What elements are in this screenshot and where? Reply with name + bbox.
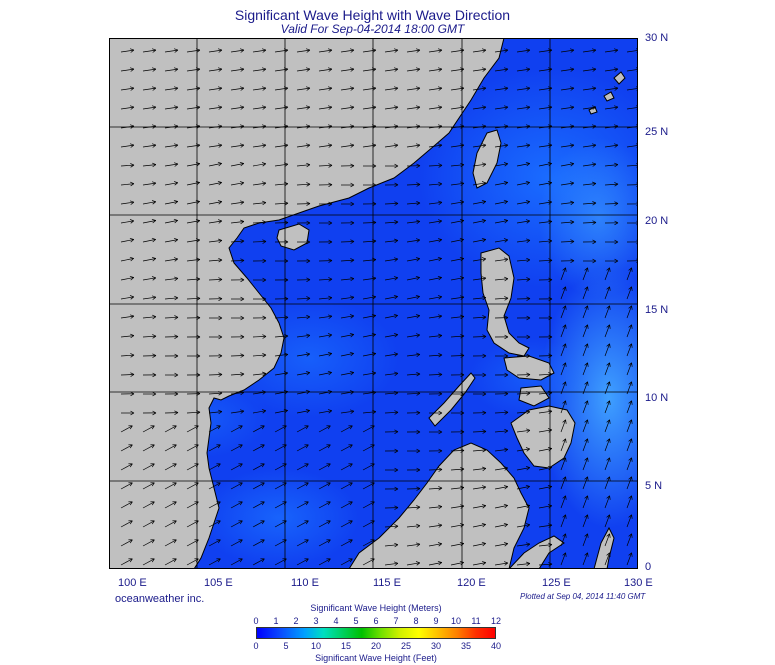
colorbar-feet-tick: 30	[430, 641, 442, 651]
lat-label-10n: 10 N	[645, 392, 669, 404]
colorbar-feet-title: Significant Wave Height (Feet)	[315, 653, 437, 663]
lon-label-120e: 120 E	[457, 577, 486, 589]
halmahera-island	[593, 526, 615, 569]
taiwan-island	[472, 129, 502, 189]
map-title: Significant Wave Height with Wave Direct…	[234, 7, 511, 23]
colorbar	[256, 627, 496, 639]
lon-label-115e: 115 E	[373, 577, 401, 589]
colorbar-meters-tick: 9	[433, 616, 439, 626]
lon-label-110e: 110 E	[291, 577, 319, 589]
colorbar-feet-tick: 10	[310, 641, 322, 651]
lon-label-100e: 100 E	[118, 577, 147, 589]
colorbar-meters-tick: 1	[273, 616, 279, 626]
lon-label-105e: 105 E	[204, 577, 233, 589]
lon-label-130e: 130 E	[624, 577, 653, 589]
lat-label-5n: 5 N	[645, 480, 663, 492]
colorbar-feet-tick: 5	[283, 641, 289, 651]
colorbar-meters-tick: 2	[293, 616, 299, 626]
lat-label-0: 0	[645, 561, 652, 573]
colorbar-meters-tick: 4	[333, 616, 339, 626]
colorbar-meters-tick: 11	[471, 616, 481, 626]
credit-text: oceanweather inc.	[115, 593, 205, 605]
lat-label-30n: 30 N	[645, 32, 669, 44]
ryukyu-islands	[588, 71, 626, 115]
lon-label-125e: 125 E	[542, 577, 571, 589]
lat-label-25n: 25 N	[645, 126, 669, 138]
colorbar-feet-tick: 20	[370, 641, 382, 651]
colorbar-feet-tick: 0	[253, 641, 259, 651]
colorbar-feet-tick: 25	[400, 641, 412, 651]
mindanao-island	[510, 405, 576, 469]
colorbar-feet-tick: 40	[490, 641, 502, 651]
colorbar-meters-tick: 10	[450, 616, 462, 626]
colorbar-meters-tick: 7	[393, 616, 399, 626]
colorbar-meters-tick: 0	[253, 616, 259, 626]
asia-mainland	[109, 38, 505, 569]
colorbar-meters-tick: 12	[490, 616, 502, 626]
colorbar-meters-title: Significant Wave Height (Meters)	[310, 603, 442, 613]
lat-label-20n: 20 N	[645, 215, 669, 227]
wave-direction-arrows	[120, 48, 638, 567]
colorbar-feet-tick: 35	[460, 641, 472, 651]
map-subtitle: Valid For Sep-04-2014 18:00 GMT	[280, 22, 465, 36]
colorbar-meters-tick: 8	[413, 616, 419, 626]
colorbar-feet-tick: 15	[340, 641, 352, 651]
colorbar-meters-tick: 5	[353, 616, 359, 626]
plotted-timestamp: Plotted at Sep 04, 2014 11:40 GMT	[520, 592, 646, 601]
colorbar-meters-tick: 6	[373, 616, 379, 626]
wave-height-map	[109, 38, 638, 569]
colorbar-meters-tick: 3	[313, 616, 319, 626]
borneo	[348, 442, 530, 569]
lat-label-15n: 15 N	[645, 304, 669, 316]
